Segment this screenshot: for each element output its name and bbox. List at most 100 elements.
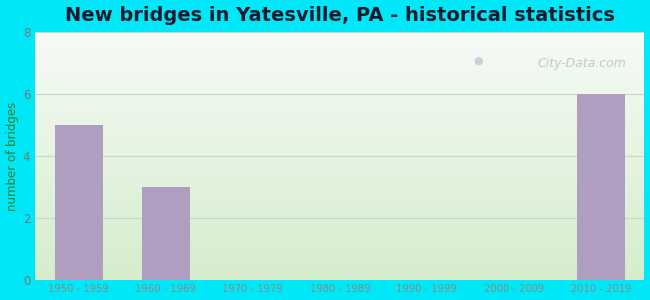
- Bar: [35, 110, 644, 111]
- Bar: [35, 118, 644, 119]
- Bar: [35, 251, 644, 252]
- Bar: [35, 134, 644, 135]
- Bar: [35, 204, 644, 205]
- Bar: [35, 54, 644, 55]
- Bar: [35, 182, 644, 183]
- Bar: [35, 208, 644, 209]
- Bar: [35, 195, 644, 196]
- Title: New bridges in Yatesville, PA - historical statistics: New bridges in Yatesville, PA - historic…: [65, 6, 615, 25]
- Bar: [35, 105, 644, 106]
- Bar: [35, 47, 644, 48]
- Bar: [35, 260, 644, 261]
- Bar: [35, 198, 644, 199]
- Bar: [35, 39, 644, 40]
- Bar: [35, 96, 644, 97]
- Bar: [35, 73, 644, 74]
- Bar: [35, 228, 644, 229]
- Bar: [35, 125, 644, 126]
- Bar: [35, 106, 644, 107]
- Bar: [35, 211, 644, 212]
- Bar: [35, 137, 644, 138]
- Bar: [35, 234, 644, 235]
- Bar: [35, 43, 644, 44]
- Bar: [35, 242, 644, 243]
- Bar: [35, 69, 644, 70]
- Bar: [35, 224, 644, 225]
- Bar: [35, 79, 644, 80]
- Bar: [35, 98, 644, 99]
- Bar: [35, 52, 644, 53]
- Bar: [35, 259, 644, 260]
- Bar: [35, 138, 644, 139]
- Bar: [35, 218, 644, 219]
- Bar: [35, 206, 644, 207]
- Bar: [35, 84, 644, 85]
- Bar: [35, 99, 644, 100]
- Bar: [35, 243, 644, 244]
- Bar: [35, 237, 644, 238]
- Bar: [35, 229, 644, 230]
- Bar: [35, 171, 644, 172]
- Bar: [35, 275, 644, 276]
- Text: ●: ●: [473, 55, 483, 65]
- Bar: [577, 94, 625, 280]
- Bar: [35, 232, 644, 233]
- Bar: [35, 34, 644, 35]
- Bar: [35, 116, 644, 117]
- Bar: [35, 255, 644, 256]
- Bar: [35, 121, 644, 122]
- Bar: [35, 205, 644, 206]
- Bar: [35, 163, 644, 164]
- Bar: [35, 201, 644, 202]
- Bar: [35, 197, 644, 198]
- Bar: [35, 109, 644, 110]
- Bar: [35, 154, 644, 155]
- Bar: [35, 41, 644, 42]
- Bar: [35, 183, 644, 184]
- Bar: [35, 215, 644, 216]
- Bar: [35, 256, 644, 257]
- Bar: [35, 222, 644, 223]
- Bar: [35, 162, 644, 163]
- Bar: [35, 265, 644, 266]
- Bar: [35, 179, 644, 180]
- Bar: [35, 241, 644, 242]
- Bar: [35, 216, 644, 217]
- Bar: [35, 145, 644, 146]
- Bar: [35, 46, 644, 47]
- Bar: [35, 192, 644, 193]
- Bar: [35, 258, 644, 259]
- Bar: [35, 173, 644, 174]
- Bar: [35, 37, 644, 38]
- Bar: [35, 139, 644, 140]
- Bar: [35, 261, 644, 262]
- Bar: [35, 63, 644, 64]
- Bar: [35, 89, 644, 90]
- Bar: [35, 38, 644, 39]
- Bar: [35, 58, 644, 59]
- Bar: [35, 188, 644, 189]
- Bar: [35, 144, 644, 145]
- Bar: [35, 267, 644, 268]
- Bar: [35, 32, 644, 33]
- Bar: [35, 235, 644, 236]
- Bar: [35, 71, 644, 72]
- Bar: [35, 72, 644, 73]
- Bar: [35, 117, 644, 118]
- Bar: [35, 157, 644, 158]
- Bar: [35, 114, 644, 115]
- Bar: [35, 87, 644, 88]
- Bar: [35, 107, 644, 108]
- Bar: [35, 126, 644, 127]
- Bar: [35, 101, 644, 102]
- Bar: [35, 239, 644, 240]
- Bar: [35, 65, 644, 66]
- Bar: [35, 36, 644, 37]
- Bar: [35, 202, 644, 203]
- Bar: [35, 209, 644, 210]
- Bar: [35, 141, 644, 142]
- Bar: [35, 146, 644, 147]
- Bar: [35, 236, 644, 237]
- Bar: [35, 245, 644, 246]
- Bar: [35, 100, 644, 101]
